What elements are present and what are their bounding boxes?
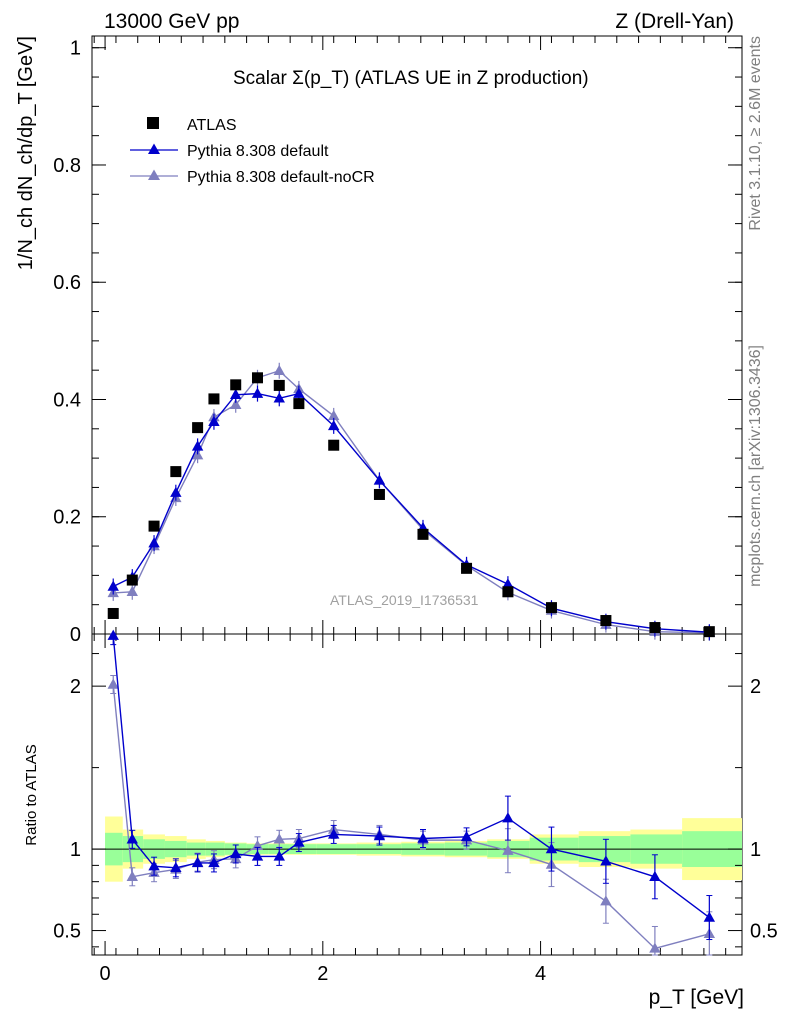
legend-marker-default xyxy=(148,143,160,154)
ratio-line xyxy=(112,635,710,919)
header-right-label: Z (Drell-Yan) xyxy=(615,10,734,33)
plot-title-text: Scalar Σ(p_T) (ATLAS UE in Z production) xyxy=(233,68,589,89)
series-marker xyxy=(373,474,386,485)
y-axis-label: 1/N_ch dN_ch/dp_T [GeV] xyxy=(15,36,37,270)
x-axis-label: p_T [GeV] xyxy=(649,986,744,1009)
series-marker xyxy=(208,415,220,426)
data-point xyxy=(649,622,661,634)
ratio-y-tick-label: 1 xyxy=(70,839,81,861)
data-point xyxy=(192,422,204,434)
series-marker xyxy=(502,578,514,589)
series-marker xyxy=(191,440,204,451)
series-marker xyxy=(251,387,264,398)
legend-marker-nocr xyxy=(148,169,160,180)
ratio-marker xyxy=(126,833,138,844)
series-marker xyxy=(328,409,340,421)
legend-label-default: Pythia 8.308 default xyxy=(187,143,329,160)
y-tick-label: 0.4 xyxy=(53,389,81,411)
data-point xyxy=(703,626,715,638)
ratio-marker xyxy=(293,836,305,847)
y-tick-label: 0.2 xyxy=(53,507,81,529)
series-marker xyxy=(273,392,285,403)
ratio-y-tick-label-right: 1 xyxy=(750,839,761,861)
ratio-marker xyxy=(208,856,220,868)
ratio-marker xyxy=(230,847,242,859)
y-tick-label: 0.8 xyxy=(53,155,81,177)
x-tick-label: 2 xyxy=(317,963,328,985)
legend: ATLAS Pythia 8.308 default Pythia 8.308 … xyxy=(130,117,375,186)
ratio-marker xyxy=(273,850,285,861)
series-marker xyxy=(273,364,285,375)
series-marker xyxy=(107,580,119,591)
ratio-line xyxy=(112,684,710,950)
x-tick-label: 4 xyxy=(535,963,546,985)
plot-title: Scalar Σ(p_T) (ATLAS UE in Z production) xyxy=(233,68,589,89)
ratio-marker xyxy=(703,911,716,922)
main-series-layer xyxy=(107,362,716,641)
ratio-marker xyxy=(191,856,204,868)
data-point xyxy=(208,393,220,405)
ratio-plot-frame xyxy=(91,633,743,956)
legend-marker-atlas xyxy=(147,117,159,129)
data-point xyxy=(251,372,263,384)
y-tick-label: 0 xyxy=(70,624,81,646)
data-point xyxy=(126,574,138,586)
data-point xyxy=(502,586,514,598)
data-point xyxy=(107,607,119,619)
ratio-marker xyxy=(328,828,340,839)
ratio-marker xyxy=(417,832,429,843)
series-marker xyxy=(148,537,160,548)
axis-ticks: 0 2 4 0 0.2 0.4 0.6 0.8 1 0.5 0.5 1 1 2 2 xyxy=(53,36,778,985)
data-point xyxy=(461,562,473,574)
ratio-marker xyxy=(148,860,160,871)
ratio-marker xyxy=(107,678,119,689)
x-tick-label: 0 xyxy=(100,963,111,985)
data-point xyxy=(170,466,182,478)
ratio-y-axis-label: Ratio to ATLAS xyxy=(23,744,40,845)
ratio-y-tick-label-right: 2 xyxy=(750,676,761,698)
ratio-marker xyxy=(126,870,138,881)
series-marker xyxy=(126,585,138,596)
ratio-series-layer xyxy=(107,629,716,956)
data-point xyxy=(545,602,557,614)
ratio-marker xyxy=(600,855,612,866)
y-tick-label: 1 xyxy=(70,38,81,60)
ratio-marker xyxy=(600,895,612,906)
data-point xyxy=(273,379,285,391)
ratio-marker xyxy=(649,870,661,881)
mcplots-label: mcplots.cern.ch [arXiv:1306.3436] xyxy=(747,345,764,587)
legend-label-atlas: ATLAS xyxy=(187,117,237,134)
ratio-y-tick-label-right: 0.5 xyxy=(750,921,778,943)
data-point xyxy=(417,528,429,540)
legend-label-nocr: Pythia 8.308 default-noCR xyxy=(187,169,375,186)
y-tick-label: 0.6 xyxy=(53,272,81,294)
series-marker xyxy=(293,387,305,398)
ratio-marker xyxy=(460,830,473,842)
ratio-y-tick-label: 2 xyxy=(70,676,81,698)
ratio-marker xyxy=(170,861,182,873)
ratio-marker xyxy=(502,812,514,823)
data-point xyxy=(293,398,305,410)
data-point xyxy=(600,615,612,627)
ratio-marker xyxy=(251,850,264,861)
series-marker xyxy=(230,388,242,399)
data-point xyxy=(148,520,160,532)
ratio-y-tick-label: 0.5 xyxy=(53,921,81,943)
data-point xyxy=(230,379,242,391)
rivet-version-label: Rivet 3.1.10, ≥ 2.6M events xyxy=(747,36,764,231)
header-left-label: 13000 GeV pp xyxy=(104,10,239,33)
ratio-marker xyxy=(107,629,119,640)
data-point xyxy=(328,439,340,451)
data-point xyxy=(373,488,385,500)
analysis-label: ATLAS_2019_I1736531 xyxy=(330,592,479,608)
ratio-marker xyxy=(373,830,386,841)
ratio-marker xyxy=(545,843,558,854)
series-marker xyxy=(328,419,340,431)
ratio-marker xyxy=(273,833,285,844)
ratio-marker xyxy=(649,942,661,953)
ratio-marker xyxy=(502,844,514,855)
series-marker xyxy=(230,398,242,409)
series-marker xyxy=(170,486,182,497)
